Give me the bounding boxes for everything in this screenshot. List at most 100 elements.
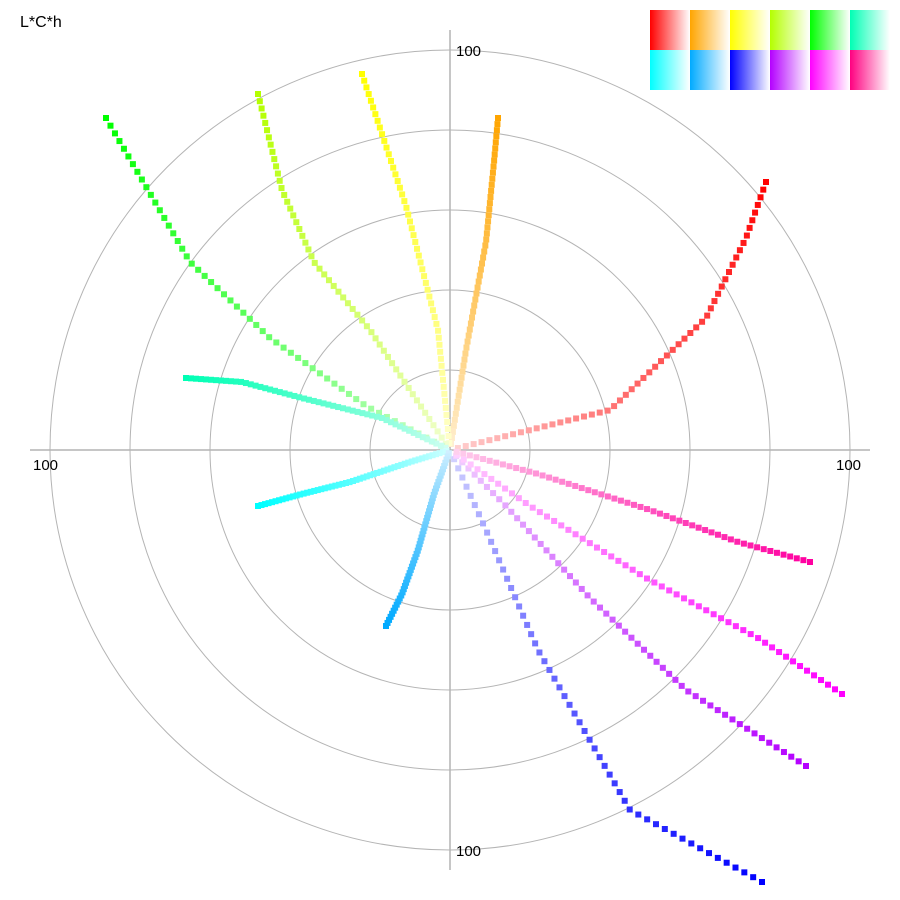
data-point bbox=[437, 442, 444, 449]
data-point bbox=[479, 260, 486, 267]
data-point bbox=[758, 735, 765, 742]
data-point bbox=[597, 604, 604, 611]
data-point bbox=[259, 328, 266, 335]
data-point bbox=[486, 200, 493, 207]
data-point bbox=[637, 503, 644, 510]
data-point bbox=[401, 460, 408, 467]
data-point bbox=[446, 439, 453, 446]
data-point bbox=[682, 520, 689, 527]
data-point bbox=[572, 482, 579, 489]
data-point bbox=[429, 495, 436, 502]
data-point bbox=[281, 191, 288, 198]
data-point bbox=[260, 112, 267, 119]
data-point bbox=[453, 404, 460, 411]
data-point bbox=[490, 163, 497, 170]
data-point bbox=[363, 323, 370, 330]
data-point bbox=[392, 604, 399, 611]
data-point bbox=[442, 440, 449, 447]
data-point bbox=[499, 461, 506, 468]
data-point bbox=[391, 464, 398, 471]
data-point bbox=[729, 261, 736, 268]
data-point bbox=[520, 521, 527, 528]
data-point bbox=[626, 806, 633, 813]
data-point bbox=[465, 465, 472, 472]
data-point bbox=[512, 594, 519, 601]
data-point bbox=[451, 456, 458, 463]
data-point bbox=[359, 317, 366, 324]
data-point bbox=[409, 391, 416, 398]
data-point bbox=[335, 404, 342, 411]
polar-grid bbox=[30, 30, 870, 870]
data-point bbox=[284, 198, 291, 205]
data-point bbox=[242, 380, 249, 387]
data-point bbox=[643, 575, 650, 582]
data-point bbox=[673, 591, 680, 598]
data-point bbox=[659, 664, 666, 671]
data-point bbox=[492, 139, 499, 146]
data-point bbox=[622, 628, 629, 635]
data-point bbox=[338, 385, 345, 392]
data-point bbox=[474, 466, 481, 473]
data-point bbox=[546, 474, 553, 481]
data-point bbox=[591, 745, 598, 752]
data-point bbox=[604, 493, 611, 500]
data-point bbox=[734, 538, 741, 545]
data-point bbox=[392, 421, 399, 428]
data-point bbox=[494, 121, 501, 128]
data-point bbox=[332, 482, 339, 489]
data-point bbox=[707, 702, 714, 709]
data-point bbox=[321, 271, 328, 278]
data-point bbox=[480, 254, 487, 261]
data-point bbox=[228, 378, 235, 385]
data-point bbox=[727, 536, 734, 543]
data-point bbox=[429, 307, 436, 314]
color-swatch bbox=[770, 50, 810, 90]
data-point bbox=[591, 489, 598, 496]
data-point bbox=[401, 582, 408, 589]
data-point bbox=[280, 344, 287, 351]
data-point bbox=[718, 283, 725, 290]
data-point bbox=[471, 471, 478, 478]
data-point bbox=[430, 422, 437, 429]
data-point bbox=[302, 239, 309, 246]
tick-label-bottom: 100 bbox=[456, 843, 481, 860]
data-point bbox=[467, 492, 474, 499]
data-point bbox=[611, 780, 618, 787]
data-point bbox=[460, 450, 467, 457]
data-point bbox=[483, 236, 490, 243]
data-point bbox=[718, 615, 725, 622]
data-point bbox=[422, 409, 429, 416]
data-point bbox=[324, 375, 331, 382]
data-point bbox=[551, 517, 558, 524]
data-point bbox=[415, 544, 422, 551]
data-point bbox=[495, 115, 501, 121]
data-point bbox=[561, 566, 568, 573]
data-point bbox=[492, 145, 499, 152]
data-point bbox=[213, 377, 220, 384]
data-point bbox=[297, 491, 304, 498]
data-point bbox=[385, 151, 392, 158]
data-point bbox=[307, 488, 314, 495]
data-point bbox=[413, 550, 420, 557]
data-point bbox=[647, 652, 654, 659]
data-point bbox=[456, 386, 463, 393]
data-point bbox=[415, 456, 422, 463]
data-point bbox=[349, 305, 356, 312]
data-point bbox=[405, 384, 412, 391]
data-point bbox=[484, 529, 491, 536]
data-point bbox=[410, 429, 417, 436]
data-point bbox=[443, 411, 450, 418]
data-point bbox=[410, 232, 417, 239]
data-point bbox=[488, 475, 495, 482]
data-point bbox=[487, 193, 494, 200]
tick-label-right: 100 bbox=[836, 457, 861, 474]
data-point bbox=[755, 635, 762, 642]
data-point bbox=[747, 542, 754, 549]
data-point bbox=[183, 253, 190, 260]
data-point bbox=[695, 524, 702, 531]
data-point bbox=[481, 471, 488, 478]
data-point bbox=[636, 571, 643, 578]
data-point bbox=[615, 622, 622, 629]
data-point bbox=[427, 501, 434, 508]
data-point bbox=[183, 375, 189, 381]
